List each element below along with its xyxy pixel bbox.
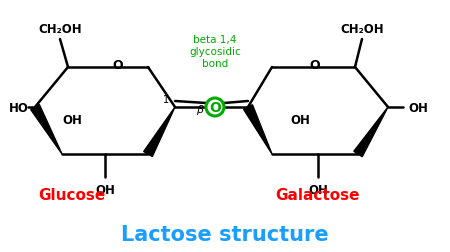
Text: CH₂OH: CH₂OH <box>340 22 384 35</box>
Text: beta 1,4
glycosidic
bond: beta 1,4 glycosidic bond <box>189 35 241 68</box>
Polygon shape <box>31 105 62 154</box>
Text: β: β <box>197 105 203 115</box>
Text: OH: OH <box>62 113 82 126</box>
Text: Lactose structure: Lactose structure <box>121 224 329 244</box>
Polygon shape <box>144 108 175 157</box>
Text: Galactose: Galactose <box>276 187 360 202</box>
Text: OH: OH <box>308 183 328 196</box>
Polygon shape <box>354 108 388 157</box>
Text: 1: 1 <box>163 94 169 105</box>
Text: O: O <box>112 58 123 71</box>
Text: O: O <box>209 101 221 115</box>
Polygon shape <box>243 105 272 154</box>
Text: CH₂OH: CH₂OH <box>38 22 82 35</box>
Text: Glucose: Glucose <box>38 187 106 202</box>
Text: OH: OH <box>290 113 310 126</box>
Text: OH: OH <box>95 183 115 196</box>
Text: O: O <box>310 58 320 71</box>
Text: HO: HO <box>9 101 29 114</box>
Circle shape <box>206 99 224 116</box>
Text: OH: OH <box>408 101 428 114</box>
